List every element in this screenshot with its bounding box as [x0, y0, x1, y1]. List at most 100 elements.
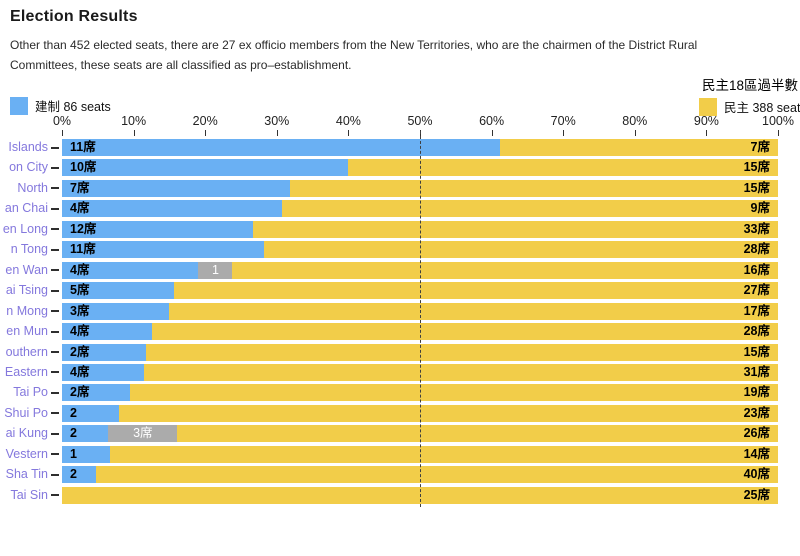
bar-segment-pro-democracy: 14席 — [109, 445, 778, 463]
axis-tick-label: 40% — [335, 114, 361, 128]
bar-row: 2 3席 26席 — [62, 425, 778, 443]
row-tick-dash — [51, 412, 59, 415]
bar-segment-pro-democracy: 40席 — [96, 466, 778, 484]
axis-tick-mark — [348, 130, 350, 136]
fifty-percent-reference-line — [420, 131, 421, 507]
bar-row: 2席 15席 — [62, 343, 778, 361]
bar-value-label: 27席 — [743, 283, 770, 298]
bar-row: 4席 9席 — [62, 200, 778, 218]
row-tick-dash — [51, 330, 59, 333]
bar-row: 5席 27席 — [62, 282, 778, 300]
axis-tick-mark — [62, 130, 63, 136]
bar-segment-pro-establishment: 1 — [62, 445, 110, 463]
bar-segment-pro-democracy: 28席 — [263, 241, 778, 259]
row-tick-dash — [51, 166, 59, 169]
bar-value-label: 12席 — [70, 221, 97, 236]
bar-segment-pro-establishment: 2 — [62, 466, 97, 484]
row-label: on City — [9, 160, 48, 175]
bar-value-label: 31席 — [743, 364, 770, 379]
row-label: Eastern — [4, 364, 48, 379]
bar-segment-other: 1 — [198, 261, 233, 279]
bar-value-label: 15席 — [743, 160, 770, 175]
bar-value-label: 1 — [211, 262, 219, 277]
row-tick-dash — [51, 351, 59, 353]
bar-row: 2 23席 — [62, 404, 778, 422]
row-label: n Mong — [6, 303, 48, 318]
bar-segment-pro-establishment: 3席 — [62, 302, 170, 320]
bar-segment-pro-democracy: 15席 — [348, 159, 778, 177]
row-tick-dash — [51, 228, 59, 231]
bar-segment-pro-democracy: 7席 — [499, 139, 778, 156]
bar-row: 7席 15席 — [62, 179, 778, 197]
row-tick-dash — [51, 494, 59, 497]
bar-segment-pro-democracy: 27席 — [173, 282, 778, 300]
page-title: Election Results — [10, 8, 138, 25]
row-label: outhern — [5, 344, 48, 359]
bar-value-label: 23席 — [743, 405, 770, 420]
axis-tick-label: 70% — [550, 114, 576, 128]
bar-segment-pro-establishment: 4席 — [62, 200, 283, 218]
bar-segment-pro-democracy: 16席 — [232, 261, 778, 279]
bar-value-label: 11席 — [70, 140, 96, 154]
bar-value-label: 3席 — [70, 303, 90, 318]
row-label: Tai Sin — [10, 487, 48, 502]
bar-value-label: 16席 — [743, 262, 770, 277]
bar-row: 11席 28席 — [62, 241, 778, 259]
row-tick-dash — [51, 146, 59, 149]
bar-value-label: 40席 — [743, 467, 770, 482]
bar-row: 11席 7席 — [62, 139, 778, 156]
row-label: Vestern — [5, 446, 48, 461]
bar-row: 10席 15席 — [62, 159, 778, 177]
bar-value-label: 4席 — [70, 324, 90, 339]
bar-row: 1 14席 — [62, 445, 778, 463]
bar-row: 4席 31席 — [62, 363, 778, 381]
axis-tick-label: 100% — [762, 114, 794, 128]
row-tick-dash — [51, 269, 59, 272]
bar-value-label: 25席 — [743, 487, 770, 502]
bar-segment-pro-democracy: 33席 — [252, 220, 778, 238]
legend-pro-democracy: 民主 388 seats — [699, 97, 800, 116]
bar-value-label: 2席 — [70, 344, 90, 359]
bar-segment-pro-establishment: 2席 — [62, 343, 147, 361]
row-tick-dash — [51, 310, 59, 313]
bar-segment-pro-establishment: 10席 — [62, 159, 349, 177]
bar-value-label: 2 — [70, 467, 77, 482]
bar-row: 3席 17席 — [62, 302, 778, 320]
bar-segment-pro-establishment: 2 — [62, 425, 109, 443]
bar-value-label: 19席 — [743, 385, 770, 400]
bar-segment-pro-democracy: 28席 — [151, 323, 778, 341]
bar-segment-pro-democracy: 15席 — [146, 343, 778, 361]
row-label: en Wan — [5, 262, 48, 277]
row-label: an Chai — [4, 201, 48, 216]
bar-segment-pro-establishment: 7席 — [62, 179, 290, 197]
row-tick-dash — [51, 187, 59, 190]
legend-swatch-blue — [10, 96, 28, 115]
bar-value-label: 2 — [70, 405, 77, 420]
row-tick-dash — [51, 248, 59, 251]
bar-value-label: 7席 — [70, 180, 90, 195]
row-tick-dash — [51, 432, 59, 435]
axis-tick-label: 10% — [121, 114, 147, 128]
row-label: North — [17, 180, 48, 195]
bar-value-label: 2 — [70, 426, 77, 441]
row-tick-dash — [51, 453, 59, 456]
bar-value-label: 26席 — [743, 426, 770, 441]
row-label: en Long — [2, 221, 48, 236]
bar-segment-pro-establishment: 2席 — [62, 384, 131, 402]
bar-value-label: 4席 — [70, 262, 90, 277]
bar-value-label: 3席 — [133, 426, 153, 441]
majority-annotation: 民主18區過半數 — [702, 78, 799, 93]
bar-row: 4席 1 16席 — [62, 261, 778, 279]
row-tick-dash — [51, 473, 59, 476]
legend-swatch-yellow — [699, 97, 717, 116]
axis-tick-label: 80% — [622, 114, 648, 128]
axis-tick-label: 90% — [693, 114, 719, 128]
axis-tick-mark — [205, 130, 207, 136]
bar-segment-pro-establishment: 4席 — [62, 363, 144, 381]
bar-value-label: 5席 — [70, 283, 90, 298]
subtitle-line-1: Other than 452 elected seats, there are … — [10, 38, 698, 52]
axis-tick-label: 50% — [407, 114, 433, 128]
legend-label-pro-establishment: 建制 86 seats — [35, 100, 111, 114]
bar-value-label: 11席 — [70, 242, 96, 257]
bar-row: 2 40席 — [62, 466, 778, 484]
